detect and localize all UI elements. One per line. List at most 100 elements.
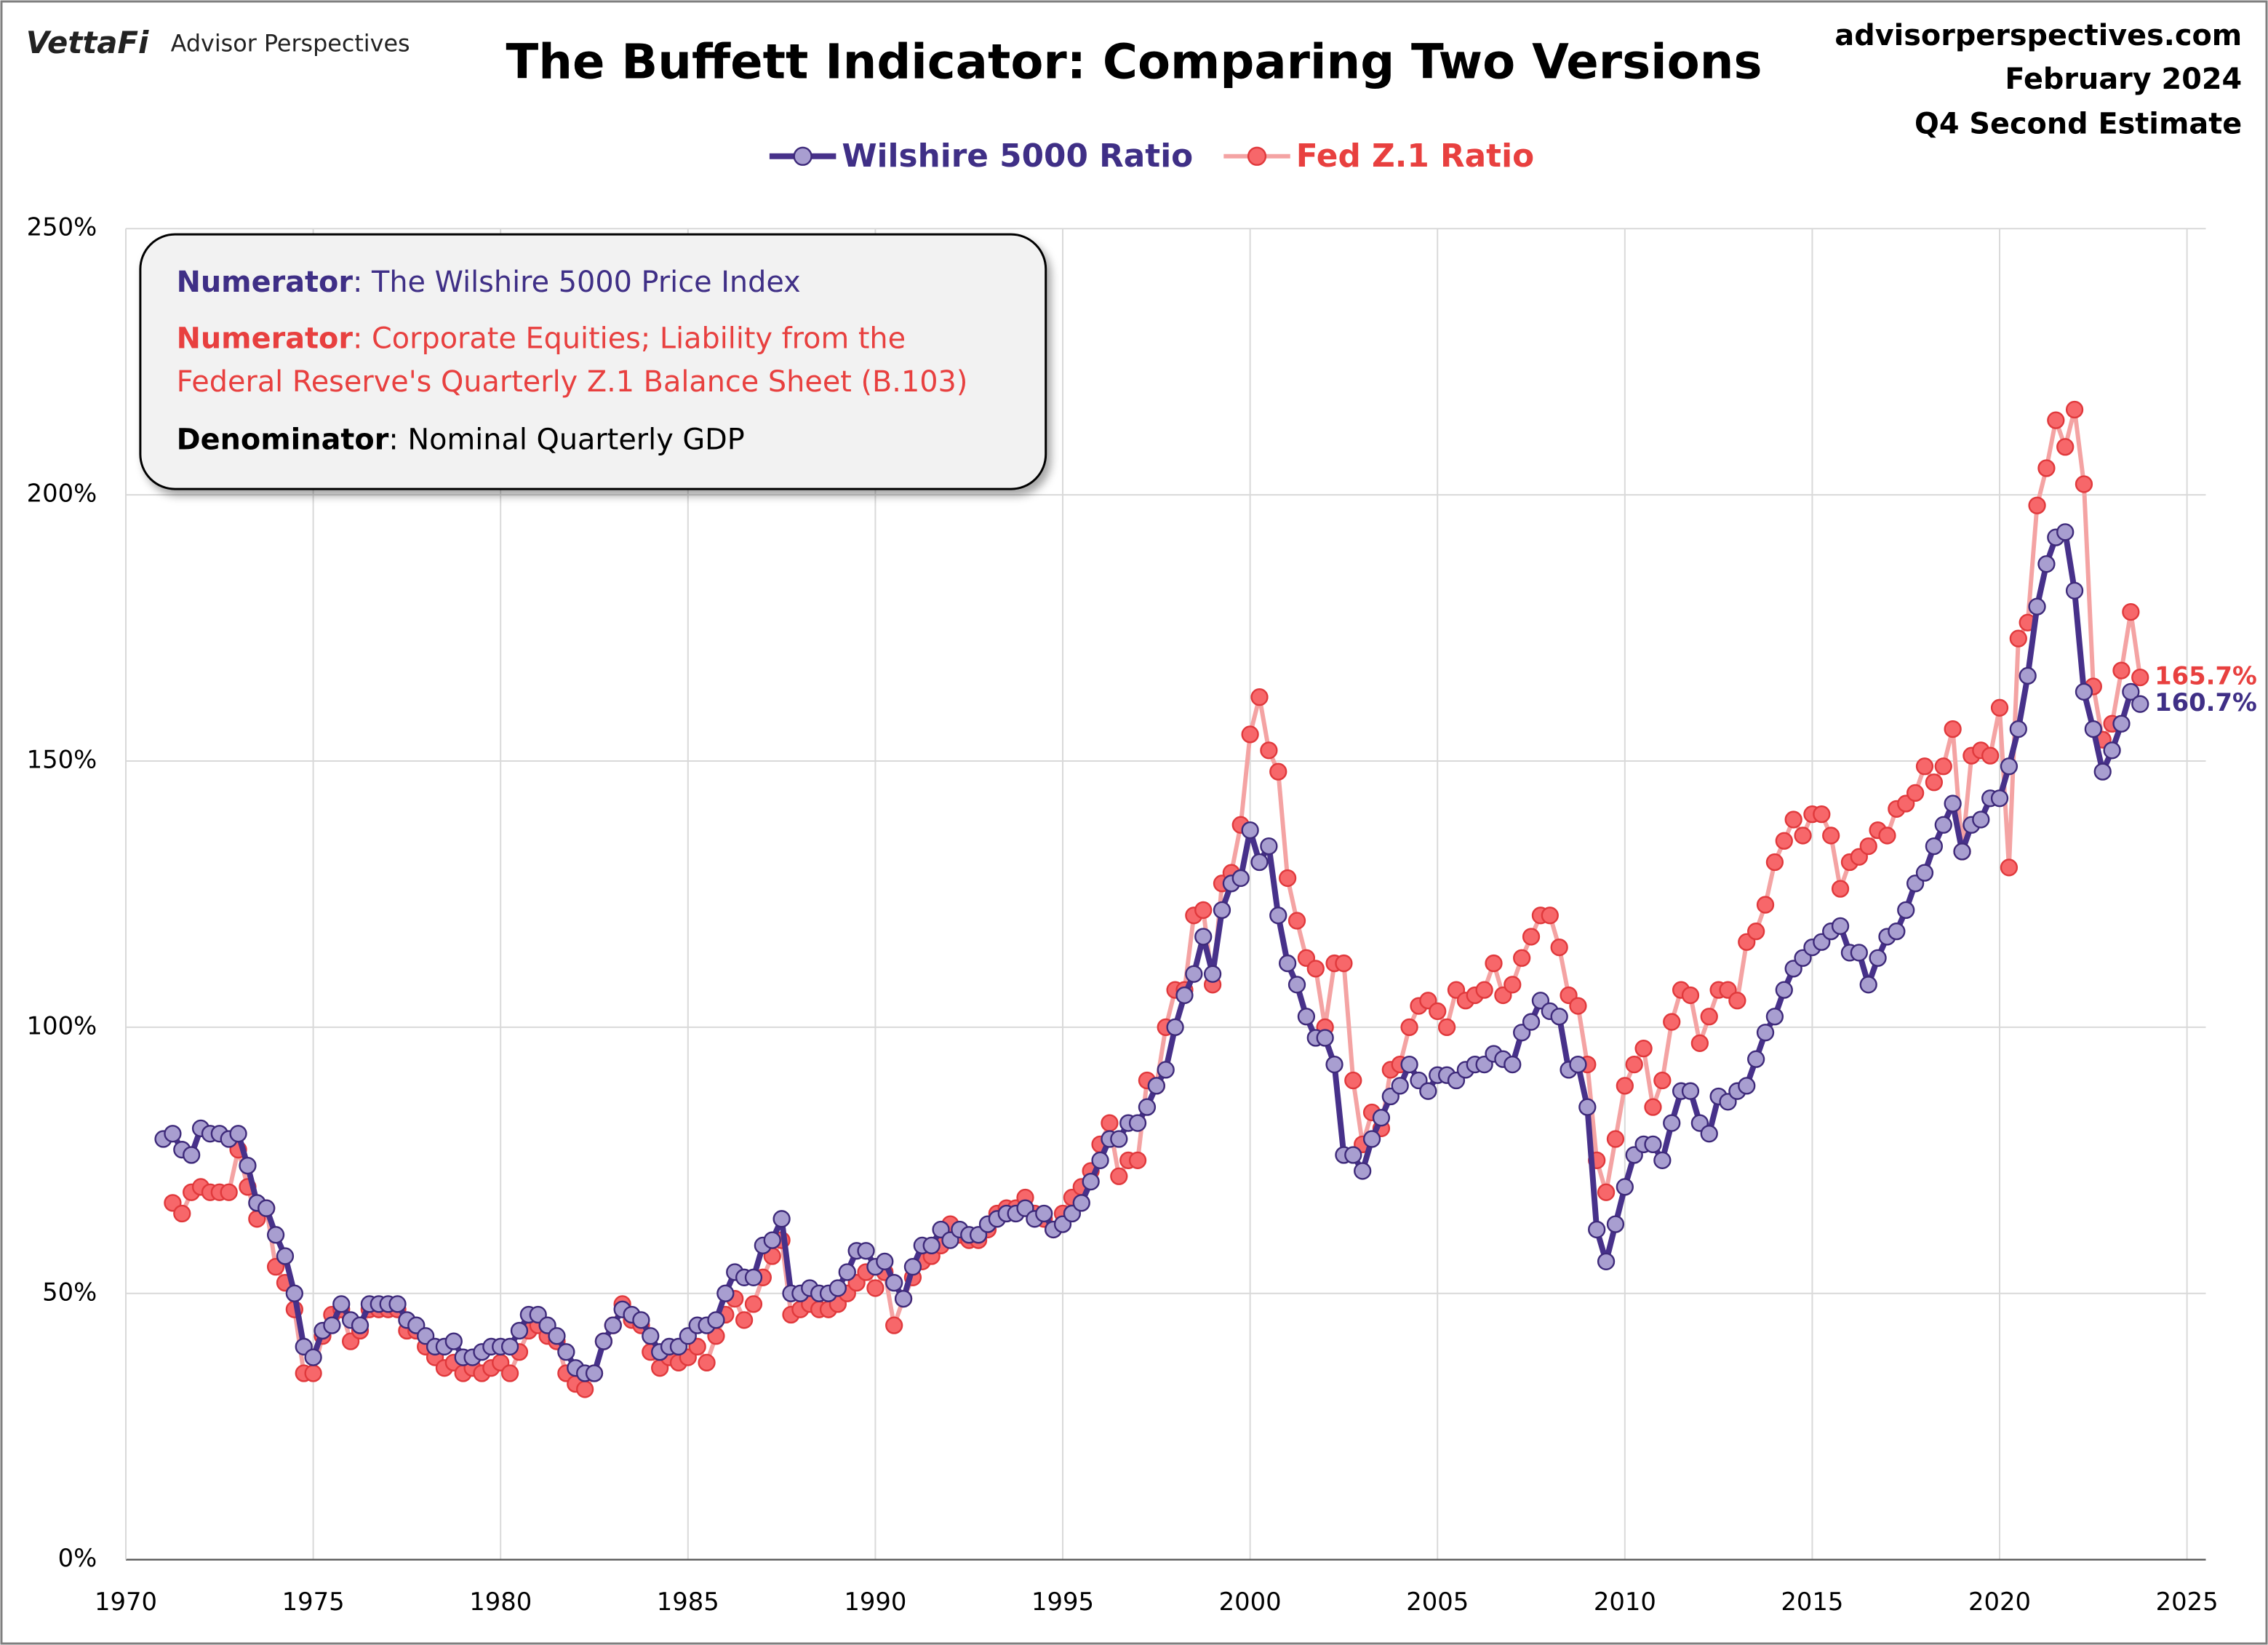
point <box>1934 757 1952 776</box>
point <box>2075 475 2093 493</box>
point <box>1194 928 1213 946</box>
point <box>1082 1172 1100 1191</box>
point <box>2112 661 2131 680</box>
point <box>1944 794 1962 813</box>
point <box>2131 695 2149 713</box>
point <box>1297 1008 1316 1026</box>
brand-sub: Advisor Perspectives <box>171 30 410 57</box>
note-line: Federal Reserve's Quarterly Z.1 Balance … <box>177 365 968 398</box>
point <box>323 1316 341 1334</box>
x-tick-label: 1990 <box>844 1588 906 1616</box>
end-label: 165.7% <box>2155 662 2257 690</box>
point <box>2000 757 2019 776</box>
point <box>1869 949 1887 967</box>
point <box>1934 816 1952 834</box>
point <box>1981 746 2000 765</box>
point <box>1775 981 1793 999</box>
point <box>1513 949 1531 967</box>
point <box>1888 923 1906 941</box>
y-tick-label: 200% <box>27 479 97 508</box>
point <box>707 1311 725 1329</box>
point <box>2103 741 2121 760</box>
point <box>1738 1077 1756 1095</box>
point <box>1756 896 1775 914</box>
point <box>1634 1040 1653 1058</box>
point <box>1157 1061 1175 1079</box>
point <box>1990 789 2009 808</box>
point <box>2037 459 2056 477</box>
point <box>1944 720 1962 738</box>
point <box>1925 837 1944 856</box>
point <box>744 1268 763 1286</box>
point <box>1606 1130 1625 1148</box>
point <box>1269 907 1287 925</box>
point <box>1784 810 1802 829</box>
point <box>594 1332 613 1350</box>
point <box>1250 688 1269 706</box>
point <box>2065 581 2084 600</box>
point <box>828 1279 847 1297</box>
point <box>1550 1008 1568 1026</box>
point <box>1072 1194 1090 1212</box>
point <box>1110 1130 1128 1148</box>
point <box>1344 1071 1362 1090</box>
point <box>885 1273 903 1292</box>
grid: 0% 50% 100% 150% 200% 250% 1970 1975 1980 1985 199… <box>27 213 2219 1616</box>
point <box>1166 1018 1184 1037</box>
point <box>2084 720 2102 738</box>
note-text: : The Wilshire 5000 Price Index <box>353 265 801 298</box>
point <box>1878 827 1896 845</box>
point <box>1690 1034 1709 1052</box>
point <box>1306 960 1325 978</box>
note-bold: Denominator <box>177 423 389 456</box>
note-text: : Nominal Quarterly GDP <box>388 423 744 456</box>
point <box>164 1125 182 1143</box>
point <box>1616 1077 1634 1095</box>
point <box>1504 1055 1522 1074</box>
point <box>1906 784 1925 802</box>
point <box>2065 400 2084 419</box>
legend: Wilshire 5000 Ratio Fed Z.1 Ratio <box>769 138 1534 175</box>
point <box>229 1125 247 1143</box>
x-tick-label: 1985 <box>657 1588 719 1616</box>
x-tick-label: 1975 <box>282 1588 345 1616</box>
point <box>1185 965 1203 983</box>
point <box>2131 668 2149 687</box>
note: Numerator: The Wilshire 5000 Price Index… <box>177 265 968 456</box>
x-tick-label: 1980 <box>469 1588 532 1616</box>
point <box>1504 976 1522 994</box>
point <box>500 1364 519 1382</box>
point <box>1972 810 1990 829</box>
point <box>239 1157 257 1175</box>
x-tick-label: 1995 <box>1031 1588 1094 1616</box>
point <box>2037 555 2056 573</box>
point <box>604 1316 622 1334</box>
point <box>1925 773 1944 792</box>
point <box>698 1353 716 1372</box>
point <box>1325 1055 1343 1074</box>
point <box>2122 602 2140 621</box>
y-tick-label: 50% <box>42 1278 97 1306</box>
point <box>1279 954 1297 973</box>
series-layer: 165.7%160.7% <box>154 400 2257 1398</box>
point <box>510 1321 529 1340</box>
point <box>1813 805 1831 824</box>
point <box>1700 1125 1718 1143</box>
point <box>2009 720 2027 738</box>
point <box>1616 1178 1634 1196</box>
point <box>276 1247 295 1265</box>
end-label: 160.7% <box>2155 688 2257 717</box>
y-tick-label: 100% <box>27 1011 97 1040</box>
point <box>2019 666 2037 685</box>
x-tick-label: 2025 <box>2156 1588 2219 1616</box>
point <box>1138 1098 1157 1116</box>
source: February 2024 <box>2005 63 2242 96</box>
point <box>866 1279 885 1297</box>
point <box>388 1295 407 1313</box>
point <box>1681 1082 1700 1100</box>
point <box>1362 1130 1381 1148</box>
point <box>1522 928 1541 946</box>
point <box>1335 954 1353 973</box>
note-line: Numerator: The Wilshire 5000 Price Index <box>177 265 801 298</box>
point <box>1400 1055 1418 1074</box>
